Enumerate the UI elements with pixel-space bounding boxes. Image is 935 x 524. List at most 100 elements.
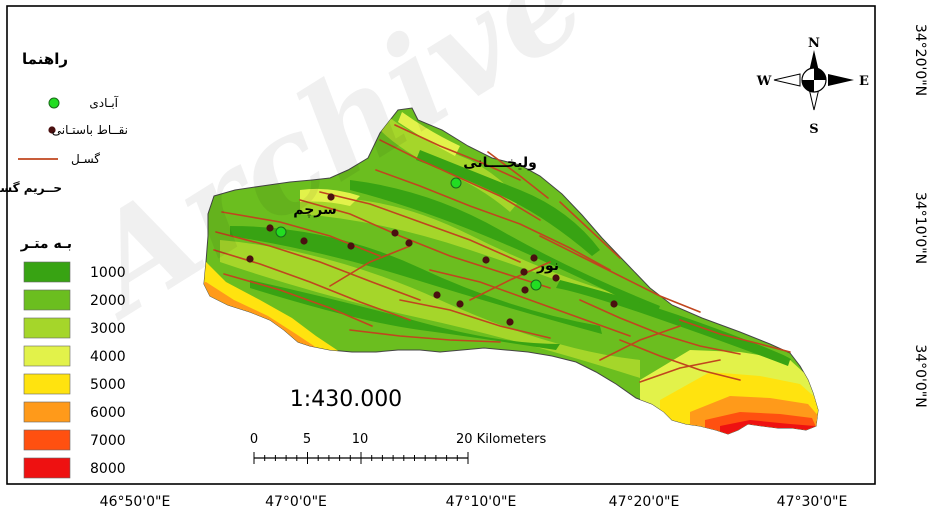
- legend-class-value: 4000: [90, 349, 126, 365]
- place-label-sarcham: سرچم: [293, 202, 337, 218]
- site-marker: [456, 300, 464, 308]
- place-label-valikhani: ولیخــــانی: [463, 155, 537, 171]
- fault-line: [329, 245, 411, 287]
- legend-class-value: 6000: [90, 405, 126, 421]
- north-arrow-quadrant: [802, 80, 814, 92]
- settlement-valikhani: [450, 177, 462, 189]
- fault-lines: [213, 124, 791, 383]
- north-arrow-e-point: [828, 74, 854, 86]
- lat-label-34-00: 34°0'0"N: [912, 344, 928, 407]
- fault-line: [559, 201, 621, 259]
- legend-class-value: 7000: [90, 433, 126, 449]
- settlement-noor: [530, 279, 542, 291]
- site-marker: [433, 291, 441, 299]
- scale-minor-ticks: [253, 452, 469, 464]
- site-marker: [506, 318, 514, 326]
- scale-label-20: 20 Kilometers: [456, 432, 546, 447]
- lat-label-34-10: 34°10'0"N: [912, 192, 928, 264]
- legend-class-value: 3000: [90, 321, 126, 337]
- legend-class-value: 8000: [90, 461, 126, 477]
- legend-swatch: [23, 345, 71, 367]
- legend-swatch: [23, 429, 71, 451]
- fault-line: [599, 325, 681, 361]
- north-arrow-w-point: [773, 73, 801, 87]
- east-label: E: [859, 74, 869, 89]
- scale-ratio: 1:430.000: [290, 387, 402, 412]
- legend-swatch: [23, 401, 71, 423]
- legend-fault-label: گسـل: [71, 152, 100, 166]
- scale-label-0: 0: [250, 432, 258, 447]
- settlements: [275, 177, 542, 291]
- fault-line: [379, 139, 541, 221]
- site-marker: [246, 255, 254, 263]
- site-marker: [405, 239, 413, 247]
- north-arrow: N S W E: [756, 36, 869, 137]
- fault-line: [223, 273, 373, 327]
- fault-line: [679, 319, 791, 353]
- fault-line: [399, 299, 551, 339]
- site-marker: [530, 254, 538, 262]
- fault-line: [394, 124, 521, 181]
- legend-swatch: [23, 289, 71, 311]
- site-marker: [347, 242, 355, 250]
- legend-buffer-label: حــریم گســل: [0, 181, 62, 195]
- legend-title: راهنما: [22, 50, 68, 68]
- site-marker: [327, 193, 335, 201]
- site-marker: [552, 274, 560, 282]
- fault-line: [299, 199, 551, 289]
- lon-label-46-50: 46°50'0"E: [100, 494, 171, 510]
- fault-line: [213, 249, 411, 321]
- place-label-noor: نور: [536, 258, 559, 274]
- south-label: S: [809, 122, 818, 137]
- legend-units-label: بـه متـر: [20, 236, 72, 252]
- lon-label-47-30: 47°30'0"E: [777, 494, 848, 510]
- site-marker: [520, 268, 528, 276]
- fault-line: [469, 261, 551, 301]
- north-arrow-quadrant: [814, 68, 826, 80]
- north-label: N: [808, 36, 820, 51]
- site-marker: [266, 224, 274, 232]
- zone-1000-band-a: [230, 226, 602, 334]
- legend-class-value: 2000: [90, 293, 126, 309]
- legend-swatch: [23, 373, 71, 395]
- fault-line: [579, 299, 741, 355]
- fault-line: [375, 169, 611, 271]
- legend-swatch: [23, 317, 71, 339]
- fault-line: [349, 329, 501, 343]
- scale-label-10: 10: [352, 432, 369, 447]
- legend-site-label: نقــاط باستـانی: [52, 123, 128, 137]
- fault-line: [619, 339, 741, 381]
- scale-label-5: 5: [303, 432, 311, 447]
- legend-classes: 1000 2000 3000 4000 5000 6000 7000 8000: [23, 261, 126, 479]
- fault-line: [539, 235, 701, 313]
- zone-4000-north: [398, 112, 460, 156]
- west-label: W: [756, 74, 772, 89]
- fault-line: [215, 231, 421, 301]
- fault-line: [221, 211, 381, 257]
- legend-site-symbol: [48, 126, 56, 134]
- scale-bar: 0 5 10 20 Kilometers: [250, 432, 546, 464]
- site-marker: [300, 237, 308, 245]
- settlement-sarcham: [275, 226, 287, 238]
- zone-5000-sw: [204, 262, 340, 360]
- fault-line: [319, 191, 521, 263]
- zone-1000-band-b: [350, 180, 660, 316]
- legend-settlement-symbol: [48, 97, 60, 109]
- lon-label-47-20: 47°20'0"E: [609, 494, 680, 510]
- lon-label-47-10: 47°10'0"E: [446, 494, 517, 510]
- site-marker: [521, 286, 529, 294]
- lon-label-47-00: 47°0'0"E: [265, 494, 327, 510]
- legend: راهنما آبـادی نقــاط باستـانی گسـل حــری…: [0, 50, 128, 479]
- legend-class-value: 5000: [90, 377, 126, 393]
- fault-line: [429, 269, 631, 337]
- site-marker: [482, 256, 490, 264]
- fault-line: [487, 151, 549, 199]
- lat-label-34-20: 34°20'0"N: [912, 24, 928, 96]
- zone-1000-band-c: [250, 280, 560, 350]
- legend-class-value: 1000: [90, 265, 126, 281]
- archaeological-sites: [246, 193, 618, 326]
- legend-swatch: [23, 261, 71, 283]
- legend-settlement-label: آبـادی: [89, 95, 118, 110]
- legend-swatch: [23, 457, 71, 479]
